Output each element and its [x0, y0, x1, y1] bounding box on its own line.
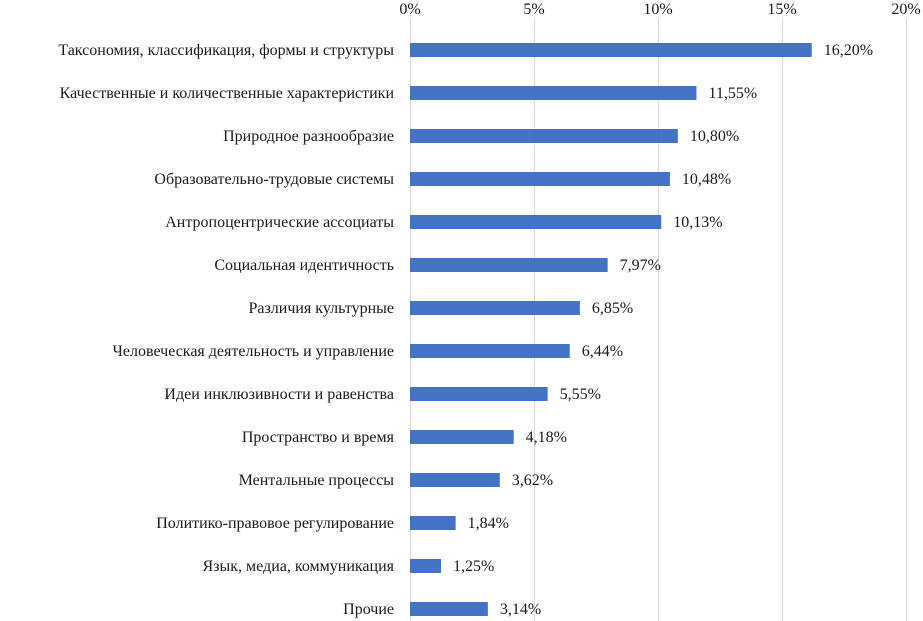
bar: [410, 43, 812, 57]
bar: [410, 602, 488, 616]
category-label: Качественные и количественные характерис…: [60, 85, 395, 102]
data-label: 1,84%: [468, 515, 509, 532]
bar: [410, 344, 570, 358]
category-label: Язык, медиа, коммуникация: [203, 558, 395, 575]
x-tick-label: 20%: [891, 1, 920, 18]
bar: [410, 301, 580, 315]
data-labels: 16,20% 11,55% 10,80% 10,48% 10,13% 7,97% 6,85%…: [453, 42, 873, 618]
category-label: Пространство и время: [242, 429, 395, 446]
bar: [410, 559, 441, 573]
bar: [410, 387, 548, 401]
category-label: Различия культурные: [248, 300, 394, 317]
category-label: Образовательно-трудовые системы: [154, 171, 394, 188]
category-label: Природное разнообразие: [223, 128, 394, 145]
data-label: 5,55%: [560, 386, 601, 403]
data-label: 10,13%: [673, 214, 722, 231]
bar: [410, 86, 697, 100]
category-label: Антропоцентрические ассоциаты: [165, 214, 394, 231]
data-label: 11,55%: [708, 85, 757, 102]
bar: [410, 172, 670, 186]
category-label: Таксономия, классификация, формы и струк…: [58, 42, 394, 59]
bar: [410, 430, 514, 444]
x-tick-label: 15%: [767, 1, 796, 18]
category-label: Ментальные процессы: [239, 472, 395, 489]
data-label: 4,18%: [526, 429, 567, 446]
bar: [410, 473, 500, 487]
category-label: Человеческая деятельность и управление: [113, 343, 395, 360]
category-labels: Таксономия, классификация, формы и струк…: [58, 42, 394, 618]
category-label: Политико-правовое регулирование: [156, 515, 394, 532]
x-axis-ticks: 0% 5% 10% 15% 20%: [399, 1, 920, 18]
bar: [410, 215, 662, 229]
category-label: Прочие: [343, 601, 394, 618]
data-label: 6,85%: [592, 300, 633, 317]
data-label: 7,97%: [620, 257, 661, 274]
bar: [410, 129, 678, 143]
bar: [410, 516, 456, 530]
category-label: Социальная идентичность: [214, 257, 394, 274]
data-label: 3,14%: [500, 601, 541, 618]
data-label: 10,48%: [682, 171, 731, 188]
data-label: 16,20%: [824, 42, 873, 59]
data-label: 10,80%: [690, 128, 739, 145]
bars: [410, 43, 812, 616]
x-tick-label: 5%: [523, 1, 544, 18]
x-tick-label: 0%: [399, 1, 420, 18]
data-label: 3,62%: [512, 472, 553, 489]
data-label: 6,44%: [582, 343, 623, 360]
x-tick-label: 10%: [643, 1, 672, 18]
category-label: Идеи инклюзивности и равенства: [164, 386, 394, 403]
bar: [410, 258, 608, 272]
data-label: 1,25%: [453, 558, 494, 575]
